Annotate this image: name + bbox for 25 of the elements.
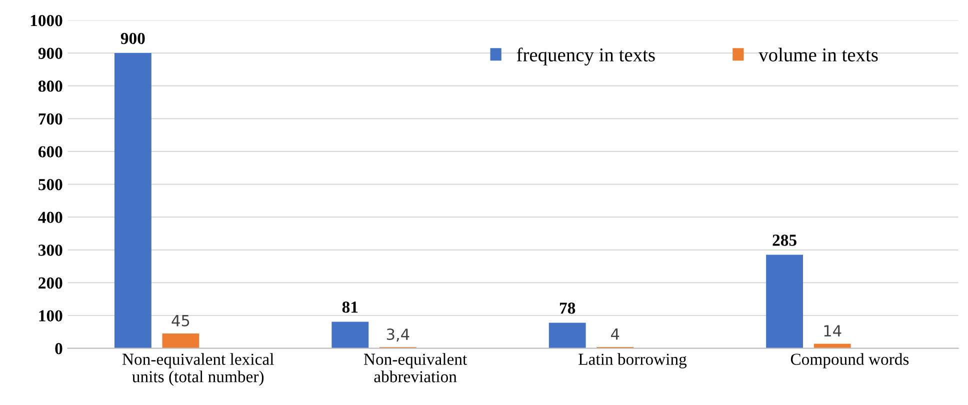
- y-tick-label: 1000: [30, 14, 62, 26]
- y-tick-label: 200: [38, 277, 62, 289]
- data-label: 81: [342, 302, 358, 313]
- y-tick-label: 600: [38, 146, 62, 158]
- data-label: 45: [172, 315, 190, 326]
- data-label: 4: [611, 328, 620, 340]
- y-tick-label: 800: [38, 80, 62, 92]
- x-tick-label: Non-equivalent lexical units (total number): [122, 353, 274, 386]
- data-label: 285: [772, 234, 796, 246]
- legend-label: frequency in texts: [516, 48, 655, 66]
- data-label: 900: [120, 32, 145, 44]
- x-tick-label: Non-equivalent abbreviation: [364, 353, 468, 382]
- data-label: 14: [824, 325, 842, 336]
- legend-label: volume in texts: [758, 48, 878, 62]
- y-tick-label: 900: [38, 48, 62, 59]
- y-tick-label: 400: [38, 212, 62, 224]
- y-tick-label: 0: [55, 343, 62, 354]
- y-tick-label: 700: [38, 113, 62, 125]
- y-tick-label: 100: [39, 310, 62, 322]
- data-label: 78: [560, 302, 576, 314]
- y-tick-label: 300: [38, 244, 62, 256]
- data-label: 3,4: [386, 328, 410, 342]
- x-tick-label: Compound words: [790, 353, 909, 368]
- x-tick-label: Latin borrowing: [578, 353, 687, 368]
- y-tick-label: 500: [38, 178, 62, 190]
